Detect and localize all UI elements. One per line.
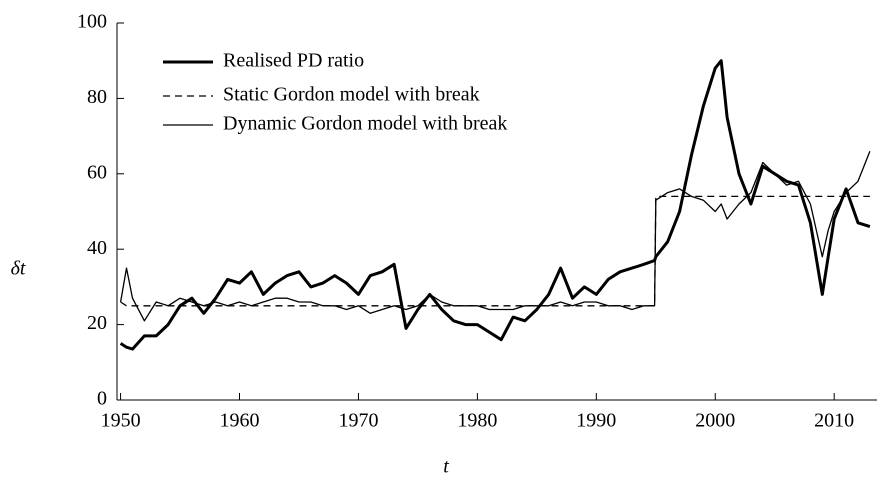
- x-tick-label: 1980: [457, 410, 497, 432]
- y-axis-label: δt: [11, 258, 26, 280]
- x-tick-label: 2000: [695, 410, 735, 432]
- x-axis-label: t: [443, 456, 449, 478]
- series-line: [120, 195, 870, 307]
- x-tick-label: 1990: [576, 410, 616, 432]
- y-tick-label: 20: [87, 312, 107, 334]
- x-tick-label: 1970: [338, 410, 378, 432]
- y-tick-label: 80: [87, 86, 107, 108]
- series-line: [119, 59, 871, 351]
- y-tick-label: 0: [97, 388, 107, 410]
- series-line: [119, 150, 871, 322]
- legend-label: Dynamic Gordon model with break: [223, 113, 507, 135]
- legend-label: Static Gordon model with break: [223, 84, 480, 106]
- x-tick-label: 2010: [814, 410, 854, 432]
- x-tick-label: 1950: [101, 410, 141, 432]
- legend-label: Realised PD ratio: [223, 50, 364, 72]
- x-tick-label: 1960: [220, 410, 260, 432]
- y-tick-label: 100: [77, 11, 107, 33]
- y-tick-label: 60: [87, 161, 107, 183]
- y-tick-label: 40: [87, 237, 107, 259]
